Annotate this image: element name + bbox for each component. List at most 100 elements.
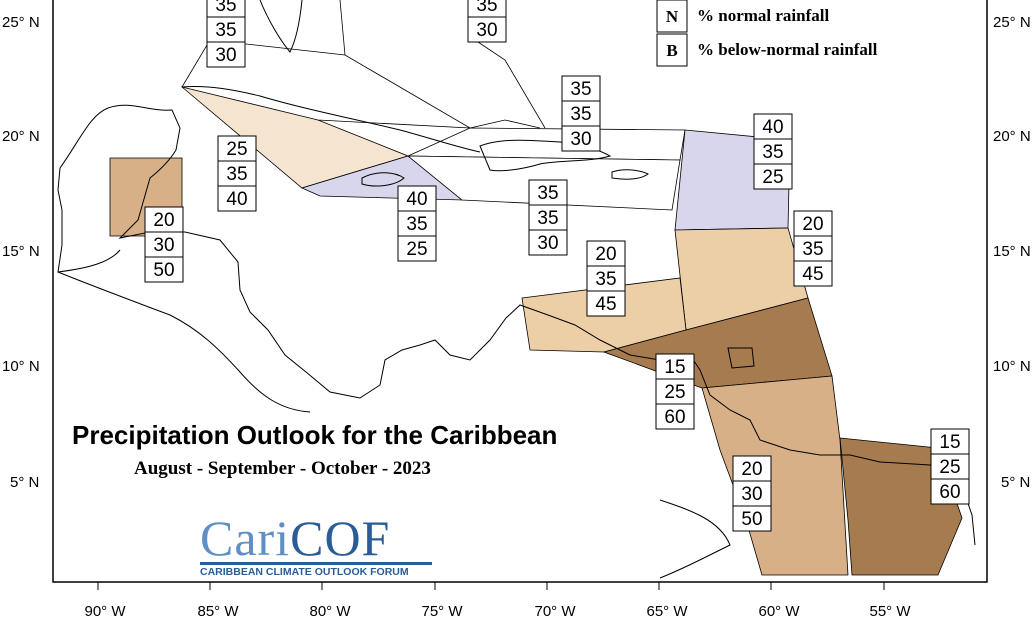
coastline-hispaniola: [479, 139, 612, 172]
svg-text:35: 35: [226, 164, 247, 185]
coastline-florida: [259, 0, 303, 53]
svg-text:60: 60: [939, 482, 960, 503]
x-tick-labels: 90° W 85° W 80° W 75° W 70° W 65° W 60° …: [84, 603, 911, 620]
x-tick-label: 65° W: [646, 603, 688, 620]
svg-text:25: 25: [406, 239, 427, 260]
prob-box-guyana: 20 30 50: [732, 455, 772, 532]
prob-box-pr-hispaniola: 35 35 30: [528, 179, 568, 256]
map-subtitle: August - September - October - 2023: [134, 458, 431, 479]
svg-text:25: 25: [762, 167, 783, 188]
y-tick-label: 20° N: [2, 128, 40, 145]
coastline-cuba: [181, 86, 481, 153]
caricof-logo: CariCOF CARIBBEAN CLIMATE OUTLOOK FORUM: [200, 513, 436, 578]
svg-text:30: 30: [476, 20, 497, 41]
prob-box-jamaica: 40 35 25: [397, 185, 437, 262]
svg-text:20: 20: [741, 459, 762, 480]
svg-text:25: 25: [939, 457, 960, 478]
svg-text:35: 35: [476, 0, 497, 16]
svg-text:35: 35: [215, 0, 236, 16]
svg-text:50: 50: [741, 509, 762, 530]
logo-part2: COF: [290, 510, 391, 566]
x-tick-label: 70° W: [534, 603, 576, 620]
y-tick-label: 25° N: [2, 14, 40, 31]
legend-label-below: % below-normal rainfall: [697, 40, 878, 59]
x-tick-label: 55° W: [869, 603, 911, 620]
svg-text:25: 25: [664, 382, 685, 403]
svg-text:50: 50: [153, 260, 174, 281]
x-tick-label: 90° W: [84, 603, 126, 620]
svg-text:45: 45: [595, 294, 616, 315]
svg-text:20: 20: [595, 244, 616, 265]
y-tick-label: 10° N: [2, 358, 40, 375]
x-tick-label: 60° W: [758, 603, 800, 620]
svg-text:35: 35: [802, 239, 823, 260]
prob-box-cuba-west: 25 35 40: [217, 135, 257, 212]
svg-text:30: 30: [537, 233, 558, 254]
svg-text:35: 35: [595, 269, 616, 290]
region-guyana[interactable]: [701, 375, 849, 576]
svg-text:40: 40: [406, 189, 427, 210]
svg-text:30: 30: [215, 45, 236, 66]
prob-box-windward: 20 35 45: [793, 210, 833, 287]
y-tick-label: 15° N: [993, 243, 1031, 260]
y-tick-label: 25° N: [993, 14, 1031, 31]
forecast-regions: [109, 0, 963, 576]
svg-text:25: 25: [226, 139, 247, 160]
coastline-pacific: [57, 271, 311, 413]
y-tick-label: 20° N: [993, 128, 1031, 145]
svg-text:35: 35: [570, 79, 591, 100]
svg-text:40: 40: [762, 117, 783, 138]
y-tick-label: 5° N: [10, 474, 39, 491]
y-tick-labels-left: 25° N 20° N 15° N 10° N 5° N: [2, 14, 40, 491]
y-tick-label: 5° N: [1001, 474, 1030, 491]
y-tick-labels-right: 25° N 20° N 15° N 10° N 5° N: [993, 14, 1031, 491]
svg-text:20: 20: [153, 210, 174, 231]
logo-tagline: CARIBBEAN CLIMATE OUTLOOK FORUM: [200, 566, 409, 578]
x-tick-label: 85° W: [197, 603, 239, 620]
x-ticks: [97, 582, 885, 590]
legend-key-normal: N: [666, 7, 679, 26]
prob-box-belize: 20 30 50: [144, 206, 184, 283]
y-tick-label: 15° N: [2, 243, 40, 260]
svg-text:30: 30: [741, 484, 762, 505]
coastline-yucatan: [57, 167, 121, 273]
map-frame: [52, 0, 988, 583]
prob-box-leeward: 40 35 25: [753, 113, 793, 190]
x-tick-label: 75° W: [421, 603, 463, 620]
region-bahamas-north[interactable]: [181, 39, 471, 129]
prob-box-abc-venezuela: 20 35 45: [586, 240, 626, 317]
coastline-puerto-rico: [611, 169, 649, 180]
svg-text:45: 45: [802, 264, 823, 285]
prob-box-bahamas-north: 35 35 30: [206, 0, 246, 68]
legend-key-below: B: [666, 41, 677, 60]
legend: N % normal rainfall B % below-normal rai…: [656, 0, 878, 67]
svg-text:20: 20: [802, 214, 823, 235]
prob-box-turks-caicos: 35 30: [467, 0, 507, 43]
svg-text:35: 35: [215, 20, 236, 41]
prob-box-cuba-east: 35 35 30: [561, 75, 601, 152]
svg-text:15: 15: [664, 357, 685, 378]
svg-text:15: 15: [939, 432, 960, 453]
svg-text:60: 60: [664, 407, 685, 428]
coastline-jamaica: [361, 172, 405, 187]
svg-text:30: 30: [570, 129, 591, 150]
x-tick-label: 80° W: [309, 603, 351, 620]
svg-text:35: 35: [406, 214, 427, 235]
logo-wordmark: CariCOF: [200, 513, 436, 563]
logo-rule: [200, 562, 432, 565]
coastline-south-america-interior: [659, 499, 731, 579]
logo-part1: Cari: [200, 510, 291, 566]
svg-text:35: 35: [537, 208, 558, 229]
prob-box-trinidad: 15 25 60: [655, 353, 695, 430]
map-title: Precipitation Outlook for the Caribbean: [72, 420, 558, 450]
coastline-trinidad: [727, 347, 755, 369]
svg-text:30: 30: [153, 235, 174, 256]
svg-text:35: 35: [537, 183, 558, 204]
y-tick-label: 10° N: [993, 358, 1031, 375]
svg-text:35: 35: [570, 104, 591, 125]
legend-label-normal: % normal rainfall: [697, 6, 829, 25]
svg-text:35: 35: [762, 142, 783, 163]
prob-box-suriname-fg: 15 25 60: [930, 428, 970, 505]
svg-text:40: 40: [226, 189, 247, 210]
